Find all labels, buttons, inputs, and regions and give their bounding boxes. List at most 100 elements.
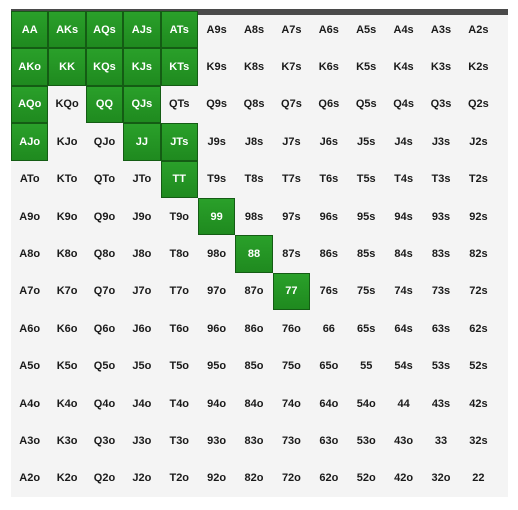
hand-cell-kto[interactable]: KTo	[56, 173, 78, 186]
hand-cell-j3s[interactable]: J3s	[431, 135, 451, 148]
hand-cell-q8s[interactable]: Q8s	[243, 98, 265, 111]
hand-cell-92s[interactable]: 92s	[469, 210, 488, 223]
hand-cell-qto[interactable]: QTo	[93, 173, 116, 186]
hand-cell-a5o[interactable]: A5o	[19, 360, 41, 373]
hand-cell-j6s[interactable]: J6s	[319, 135, 338, 148]
hand-cell-k8o[interactable]: K8o	[56, 248, 78, 261]
hand-cell-63o[interactable]: 63o	[319, 434, 339, 447]
hand-cell-74o[interactable]: 74o	[281, 397, 301, 410]
hand-cell-86o[interactable]: 86o	[244, 322, 264, 335]
hand-cell-j6o[interactable]: J6o	[132, 322, 152, 335]
hand-cell-96s[interactable]: 96s	[319, 210, 338, 223]
hand-cell-t4s[interactable]: T4s	[394, 173, 414, 186]
hand-cell-a7o[interactable]: A7o	[19, 285, 41, 298]
hand-cell-t9s[interactable]: T9s	[207, 173, 227, 186]
hand-cell-q9s[interactable]: Q9s	[206, 98, 228, 111]
hand-cell-98o[interactable]: 98o	[207, 248, 227, 261]
hand-cell-43o[interactable]: 43o	[394, 434, 414, 447]
hand-cell-q6o[interactable]: Q6o	[93, 322, 116, 335]
hand-cell-82o[interactable]: 82o	[244, 472, 264, 485]
hand-cell-ajo[interactable]: AJo	[11, 123, 49, 161]
hand-cell-96o[interactable]: 96o	[207, 322, 227, 335]
hand-cell-q5o[interactable]: Q5o	[93, 360, 116, 373]
hand-cell-a2s[interactable]: A2s	[468, 23, 489, 36]
hand-cell-73o[interactable]: 73o	[281, 434, 301, 447]
hand-cell-95o[interactable]: 95o	[207, 360, 227, 373]
hand-cell-32s[interactable]: 32s	[469, 434, 488, 447]
hand-cell-75o[interactable]: 75o	[281, 360, 301, 373]
hand-cell-82s[interactable]: 82s	[469, 248, 488, 261]
hand-cell-52s[interactable]: 52s	[469, 360, 488, 373]
hand-cell-a5s[interactable]: A5s	[356, 23, 377, 36]
hand-cell-q4s[interactable]: Q4s	[393, 98, 414, 111]
hand-cell-j7o[interactable]: J7o	[132, 285, 152, 298]
hand-cell-t7o[interactable]: T7o	[169, 285, 190, 298]
hand-cell-86s[interactable]: 86s	[319, 248, 338, 261]
hand-cell-73s[interactable]: 73s	[431, 285, 451, 298]
hand-cell-aqo[interactable]: AQo	[11, 85, 49, 124]
hand-cell-a2o[interactable]: A2o	[19, 472, 41, 485]
hand-cell-92o[interactable]: 92o	[207, 472, 227, 485]
hand-cell-a6s[interactable]: A6s	[318, 23, 339, 36]
hand-cell-jto[interactable]: JTo	[132, 173, 152, 186]
hand-cell-jj[interactable]: JJ	[123, 123, 161, 161]
hand-cell-93o[interactable]: 93o	[207, 434, 227, 447]
hand-cell-33[interactable]: 33	[434, 434, 448, 447]
hand-cell-j5o[interactable]: J5o	[132, 360, 152, 373]
hand-cell-t9o[interactable]: T9o	[169, 210, 190, 223]
hand-cell-a4o[interactable]: A4o	[19, 397, 41, 410]
hand-cell-54o[interactable]: 54o	[356, 397, 376, 410]
hand-cell-87o[interactable]: 87o	[244, 285, 264, 298]
hand-cell-q3s[interactable]: Q3s	[430, 98, 452, 111]
hand-cell-a7s[interactable]: A7s	[281, 23, 302, 36]
hand-cell-93s[interactable]: 93s	[431, 210, 451, 223]
hand-cell-76s[interactable]: 76s	[319, 285, 338, 298]
hand-cell-jts[interactable]: JTs	[160, 123, 198, 161]
hand-cell-kjs[interactable]: KJs	[123, 48, 161, 86]
hand-cell-85s[interactable]: 85s	[357, 248, 376, 261]
hand-cell-22[interactable]: 22	[472, 472, 485, 485]
hand-cell-84s[interactable]: 84s	[394, 248, 413, 261]
hand-cell-84o[interactable]: 84o	[244, 397, 264, 410]
hand-cell-ato[interactable]: ATo	[19, 173, 40, 186]
hand-cell-k2o[interactable]: K2o	[56, 472, 78, 485]
hand-cell-99[interactable]: 99	[197, 197, 236, 236]
hand-cell-72s[interactable]: 72s	[469, 285, 488, 298]
hand-cell-76o[interactable]: 76o	[281, 322, 301, 335]
hand-cell-66[interactable]: 66	[322, 322, 335, 335]
hand-cell-77[interactable]: 77	[272, 272, 311, 311]
hand-cell-j5s[interactable]: J5s	[357, 135, 376, 148]
hand-cell-k6o[interactable]: K6o	[56, 322, 78, 335]
hand-cell-55[interactable]: 55	[360, 360, 373, 373]
hand-cell-t6o[interactable]: T6o	[169, 322, 190, 335]
hand-cell-83o[interactable]: 83o	[244, 434, 264, 447]
hand-cell-t2o[interactable]: T2o	[169, 472, 190, 485]
hand-cell-kqo[interactable]: KQo	[55, 98, 79, 111]
hand-cell-52o[interactable]: 52o	[356, 472, 376, 485]
hand-cell-94o[interactable]: 94o	[207, 397, 227, 410]
hand-cell-94s[interactable]: 94s	[394, 210, 413, 223]
hand-cell-kk[interactable]: KK	[48, 48, 86, 86]
hand-cell-ajs[interactable]: AJs	[123, 11, 161, 49]
hand-cell-j9s[interactable]: J9s	[207, 135, 226, 148]
hand-cell-q7s[interactable]: Q7s	[281, 98, 302, 111]
hand-cell-kts[interactable]: KTs	[160, 48, 198, 86]
hand-cell-54s[interactable]: 54s	[394, 360, 413, 373]
hand-cell-ako[interactable]: AKo	[11, 48, 49, 86]
hand-cell-44[interactable]: 44	[397, 397, 410, 410]
hand-cell-k4s[interactable]: K4s	[393, 61, 414, 74]
hand-cell-85o[interactable]: 85o	[244, 360, 264, 373]
hand-cell-a3s[interactable]: A3s	[430, 23, 452, 36]
hand-cell-88[interactable]: 88	[235, 235, 273, 273]
hand-cell-qjo[interactable]: QJo	[93, 135, 116, 148]
hand-cell-j3o[interactable]: J3o	[132, 434, 152, 447]
hand-cell-j4o[interactable]: J4o	[132, 397, 152, 410]
hand-cell-k4o[interactable]: K4o	[56, 397, 78, 410]
hand-cell-t3s[interactable]: T3s	[431, 173, 451, 186]
hand-cell-53s[interactable]: 53s	[431, 360, 451, 373]
hand-cell-aa[interactable]: AA	[11, 11, 49, 49]
hand-cell-j9o[interactable]: J9o	[132, 210, 152, 223]
hand-cell-t5o[interactable]: T5o	[169, 360, 190, 373]
hand-cell-kqs[interactable]: KQs	[85, 48, 124, 86]
hand-cell-t4o[interactable]: T4o	[169, 397, 190, 410]
